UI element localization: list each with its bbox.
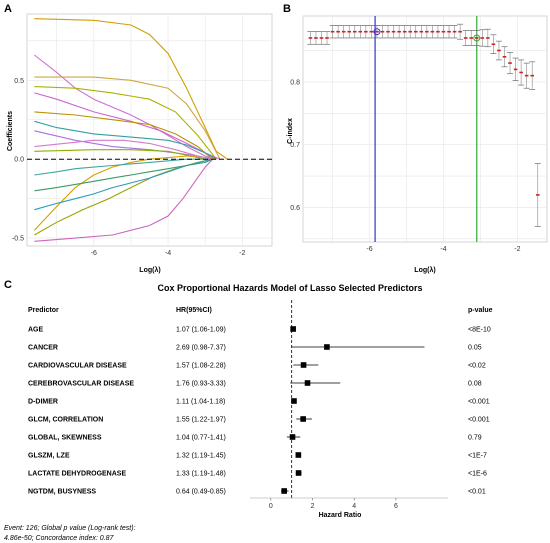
predictor-label: NGTDM, BUSYNESS bbox=[28, 489, 96, 496]
p-value-text: <0.001 bbox=[468, 399, 490, 406]
coefficient-path bbox=[34, 158, 214, 242]
predictor-label: GLOBAL, SKEWNESS bbox=[28, 435, 102, 442]
col-header-hr: HR(95%CI) bbox=[176, 307, 212, 314]
ticks-a: -6 -4 -2 -0.5 0.0 0.5 bbox=[12, 78, 246, 257]
plot-area-b bbox=[302, 15, 548, 243]
lambda-1se-marker bbox=[473, 34, 481, 42]
coefficient-path bbox=[34, 54, 217, 160]
p-value-text: <8E-10 bbox=[468, 327, 491, 334]
x-axis-label-c: Hazard Ratio bbox=[319, 512, 362, 519]
x-axis-label-a: Log(λ) bbox=[139, 266, 160, 274]
coefficient-paths bbox=[33, 18, 228, 242]
p-value-text: 0.05 bbox=[468, 345, 482, 352]
panel-b: B -6 -4 -2 0.6 0.7 0.8 Log(λ) C-index bbox=[283, 3, 548, 274]
panel-label-a: A bbox=[4, 3, 12, 15]
cindex-errorbars bbox=[307, 23, 541, 227]
hr-ci-text: 1.76 (0.93-3.33) bbox=[176, 381, 226, 388]
x-tick-label-c: 4 bbox=[352, 503, 356, 510]
y-tick-label-a: 0.5 bbox=[14, 78, 24, 85]
forest-rows: AGE 1.07 (1.06-1.09) <8E-10 CANCER 2.69 (0.9… bbox=[28, 326, 491, 496]
x-tick-label-b: -2 bbox=[514, 246, 520, 253]
y-tick-label-a: -0.5 bbox=[12, 236, 24, 243]
y-axis-label-b: C-index bbox=[287, 118, 294, 144]
x-tick-label-a: -4 bbox=[165, 250, 171, 257]
x-tick-label-b: -4 bbox=[440, 246, 446, 253]
predictor-label: LACTATE DEHYDROGENASE bbox=[28, 471, 126, 478]
coefficient-path bbox=[34, 18, 228, 160]
x-tick-label-a: -2 bbox=[239, 250, 245, 257]
hr-ci-text: 1.11 (1.04-1.18) bbox=[176, 399, 225, 406]
panel-a: A -6 -4 -2 -0.5 0.0 0.5 Log(λ) Coefficients bbox=[4, 3, 273, 274]
y-tick-label-b: 0.7 bbox=[290, 142, 300, 149]
hr-ci-text: 2.69 (0.98-7.37) bbox=[176, 345, 226, 352]
coefficient-path bbox=[34, 139, 213, 160]
hr-ci-text: 1.07 (1.06-1.09) bbox=[176, 327, 226, 334]
hr-marker bbox=[304, 380, 311, 386]
hr-ci-text: 1.32 (1.19-1.45) bbox=[176, 453, 226, 460]
plot-area-a bbox=[26, 13, 273, 247]
coefficient-path bbox=[34, 120, 217, 160]
x-tick-label-c: 2 bbox=[311, 503, 315, 510]
p-value-text: <0.001 bbox=[468, 417, 490, 424]
caption-line-2: 4.86e-50; Concordance index: 0.87 bbox=[4, 535, 114, 542]
coefficient-path bbox=[34, 158, 213, 176]
predictor-label: GLCM, CORRELATION bbox=[28, 417, 103, 424]
predictor-label: AGE bbox=[28, 327, 44, 334]
p-value-text: 0.08 bbox=[468, 381, 482, 388]
hr-ci-text: 1.55 (1.22-1.97) bbox=[176, 417, 226, 424]
x-tick-label-b: -6 bbox=[366, 246, 372, 253]
hr-marker bbox=[295, 470, 302, 476]
hr-marker bbox=[291, 398, 297, 404]
p-value-text: <1E-6 bbox=[468, 471, 487, 478]
hr-ci-text: 1.33 (1.19-1.48) bbox=[176, 471, 226, 478]
coefficient-path bbox=[34, 158, 213, 192]
predictor-label: CANCER bbox=[28, 345, 58, 352]
hr-marker bbox=[281, 488, 287, 494]
y-axis-label-a: Coefficients bbox=[7, 111, 14, 151]
hr-marker bbox=[289, 434, 296, 440]
predictor-label: CARDIOVASCULAR DISEASE bbox=[28, 363, 127, 370]
x-tick-label-c: 0 bbox=[269, 503, 273, 510]
forest-title: Cox Proportional Hazards Model of Lasso … bbox=[157, 283, 422, 293]
lambda-min-marker bbox=[373, 28, 381, 36]
coefficient-path bbox=[34, 86, 217, 160]
col-header-predictor: Predictor bbox=[28, 307, 59, 314]
grid-b bbox=[303, 16, 547, 242]
caption-line-1: Event: 126; Global p value (Log-rank tes… bbox=[4, 525, 136, 532]
panel-c: C Cox Proportional Hazards Model of Lass… bbox=[4, 279, 493, 542]
coefficient-path bbox=[33, 155, 217, 231]
hr-marker bbox=[300, 416, 306, 422]
coefficient-path bbox=[34, 76, 221, 160]
predictor-label: GLSZM, LZE bbox=[28, 453, 70, 460]
p-value-text: 0.79 bbox=[468, 435, 482, 442]
y-tick-label-b: 0.8 bbox=[290, 79, 300, 86]
ticks-b: -6 -4 -2 0.6 0.7 0.8 bbox=[290, 79, 520, 253]
predictor-label: CEREBROVASCULAR DISEASE bbox=[28, 381, 134, 388]
p-value-text: <0.01 bbox=[468, 489, 486, 496]
hr-marker bbox=[295, 452, 302, 458]
y-tick-label-b: 0.6 bbox=[290, 205, 300, 212]
hr-marker bbox=[290, 326, 296, 332]
forest-axis: 0 2 4 6 bbox=[250, 300, 448, 510]
hr-marker bbox=[300, 362, 307, 368]
predictor-label: D-DIMER bbox=[28, 399, 58, 406]
coefficient-path bbox=[34, 111, 213, 160]
hr-ci-text: 1.04 (0.77-1.41) bbox=[176, 435, 226, 442]
p-value-text: <1E-7 bbox=[468, 453, 487, 460]
hr-ci-text: 0.64 (0.49-0.85) bbox=[176, 489, 226, 496]
x-tick-label-c: 6 bbox=[394, 503, 398, 510]
col-header-p: p-value bbox=[468, 307, 493, 314]
y-tick-label-a: 0.0 bbox=[14, 157, 24, 164]
hr-marker bbox=[324, 344, 330, 350]
panel-label-c: C bbox=[4, 279, 12, 291]
panel-label-b: B bbox=[283, 3, 291, 15]
lambda-lines bbox=[374, 16, 478, 242]
p-value-text: <0.02 bbox=[468, 363, 486, 370]
hr-ci-text: 1.57 (1.08-2.28) bbox=[176, 363, 226, 370]
x-axis-label-b: Log(λ) bbox=[414, 266, 435, 274]
x-tick-label-a: -6 bbox=[91, 250, 97, 257]
